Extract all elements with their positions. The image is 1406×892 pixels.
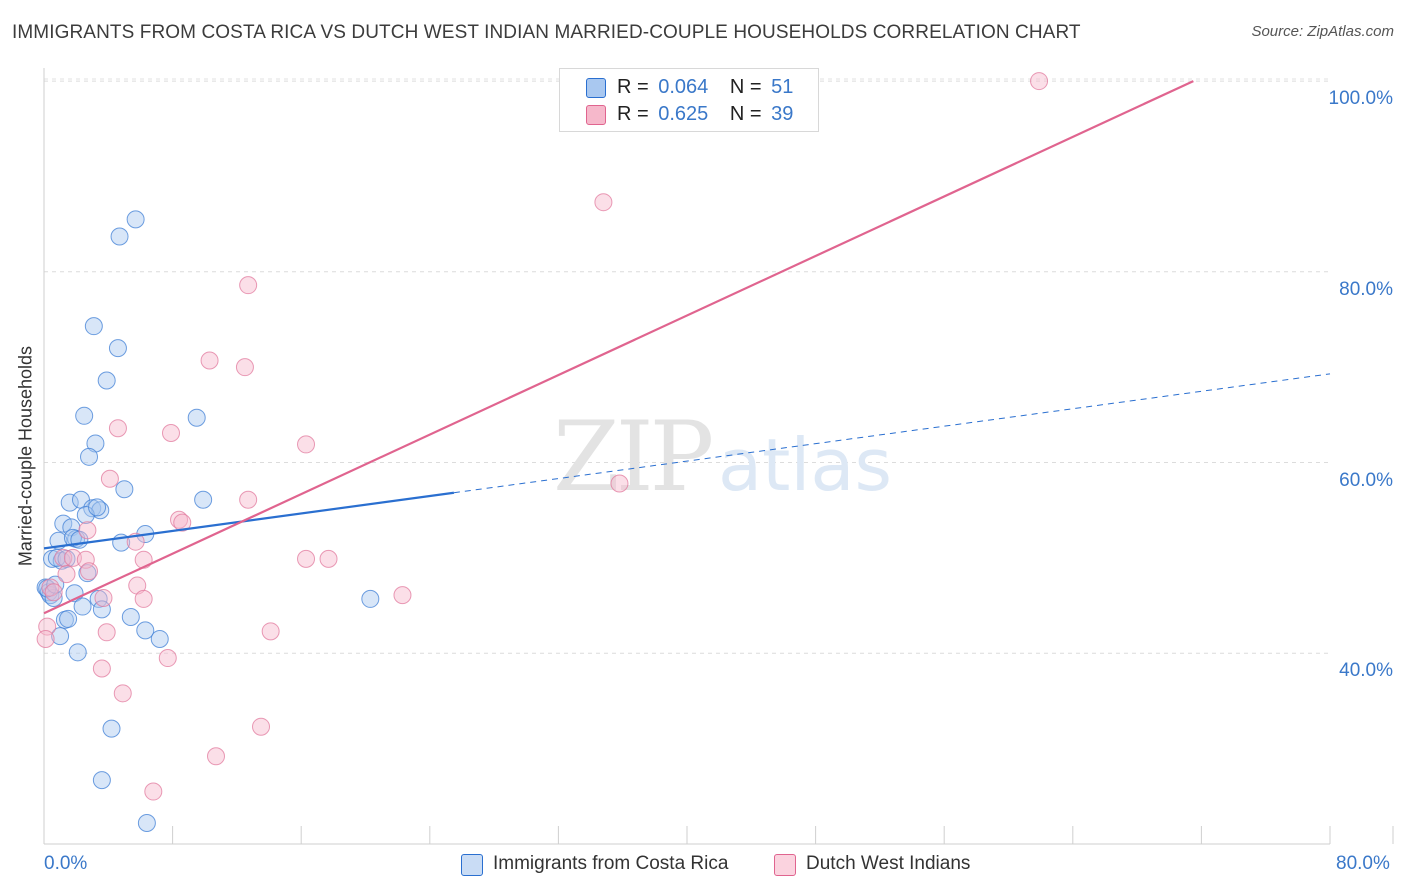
point-dutch-west-indian-21 [80,562,99,581]
point-dutch-west-indian-25 [393,586,412,605]
legend-n-value-pink: 39 [771,103,794,125]
point-dutch-west-indian-35 [113,684,132,703]
point-dutch-west-indian-22 [57,565,76,584]
point-costa-rica-21 [63,528,82,547]
y-tick-label-60: 60.0% [1339,469,1393,491]
point-dutch-west-indian-10 [239,490,258,509]
series-swatch-blue [461,854,483,876]
point-dutch-west-indian-0 [1030,72,1049,91]
y-tick-label-80: 80.0% [1339,278,1393,300]
point-costa-rica-44 [102,719,121,738]
point-dutch-west-indian-7 [297,435,316,454]
point-costa-rica-5 [75,406,94,425]
source-credit: Source: ZipAtlas.com [1251,23,1394,40]
point-costa-rica-40 [51,627,70,646]
point-costa-rica-42 [68,643,87,662]
point-dutch-west-indian-38 [144,782,163,801]
legend-swatch-pink [586,105,606,125]
legend-r-label: R = [617,76,649,98]
y-axis-label: Married-couple Households [15,345,36,567]
point-dutch-west-indian-33 [158,649,177,668]
point-costa-rica-37 [121,608,140,627]
legend-n-label: N = [729,76,762,98]
point-dutch-west-indian-34 [92,659,111,678]
point-dutch-west-indian-19 [297,549,316,568]
point-costa-rica-39 [136,621,155,640]
point-dutch-west-indian-2 [239,276,258,295]
point-dutch-west-indian-32 [36,629,55,648]
point-costa-rica-0 [126,210,145,229]
x-tick-label-min: 0.0% [44,853,88,874]
point-costa-rica-6 [187,408,206,427]
series-swatch-pink [774,854,796,876]
point-dutch-west-indian-24 [41,578,60,597]
points-layer [36,72,1049,833]
point-costa-rica-50 [88,498,107,517]
point-dutch-west-indian-30 [97,623,116,642]
point-costa-rica-8 [80,447,99,466]
point-dutch-west-indian-11 [170,510,189,529]
watermark: ZIP atlas [553,401,892,513]
point-dutch-west-indian-18 [134,550,153,569]
point-dutch-west-indian-13 [78,521,97,540]
point-costa-rica-11 [60,493,79,512]
trendline-costa-rica-solid [43,491,455,550]
point-dutch-west-indian-3 [200,351,219,370]
legend-n-label: N = [729,103,762,125]
point-costa-rica-35 [361,589,380,608]
chart-title: IMMIGRANTS FROM COSTA RICA VS DUTCH WEST… [12,22,1081,43]
point-costa-rica-41 [150,629,169,648]
point-dutch-west-indian-27 [134,589,153,608]
correlation-legend: R = 0.064 N = 51 R = 0.625 N = 39 [559,68,819,132]
trendline-costa-rica-dashed [453,373,1331,494]
point-costa-rica-25 [47,548,66,567]
axis-layer [43,68,1394,845]
point-dutch-west-indian-36 [252,717,271,736]
point-costa-rica-1 [110,227,129,246]
point-costa-rica-14 [91,501,110,520]
point-costa-rica-47 [46,575,65,594]
watermark-atlas: atlas [718,423,892,507]
point-costa-rica-2 [84,317,103,336]
point-dutch-west-indian-5 [108,419,127,438]
x-tick-label-max: 80.0% [1336,853,1390,874]
watermark-zip: ZIP [553,401,712,513]
y-tick-label-100: 100.0% [1328,88,1393,110]
point-costa-rica-9 [115,480,134,499]
point-dutch-west-indian-4 [235,358,254,377]
point-costa-rica-3 [108,339,127,358]
point-costa-rica-31 [44,588,63,607]
point-dutch-west-indian-8 [100,469,119,488]
legend-r-label: R = [617,103,649,125]
point-dutch-west-indian-37 [207,747,226,766]
trendline-dutch-west-indians [43,80,1194,615]
trend-layer [43,80,1331,615]
point-dutch-west-indian-26 [94,588,113,607]
y-tick-label-40: 40.0% [1339,660,1393,682]
point-dutch-west-indian-20 [319,549,338,568]
point-costa-rica-10 [194,490,213,509]
point-dutch-west-indian-12 [173,513,192,532]
point-costa-rica-33 [73,597,92,616]
point-costa-rica-4 [97,371,116,390]
point-dutch-west-indian-6 [161,423,180,442]
point-dutch-west-indian-28 [44,583,63,602]
legend-swatch-blue [586,78,606,98]
point-dutch-west-indian-29 [261,622,280,641]
point-costa-rica-46 [137,814,156,833]
point-dutch-west-indian-1 [594,193,613,212]
legend-r-value-blue: 0.064 [658,76,709,98]
series-label-dutch-west-indians: Dutch West Indians [806,853,971,874]
point-costa-rica-38 [59,609,78,628]
point-dutch-west-indian-17 [76,550,95,569]
legend-r-value-pink: 0.625 [658,103,709,125]
series-label-costa-rica: Immigrants from Costa Rica [493,853,729,874]
point-costa-rica-45 [92,771,111,790]
point-dutch-west-indian-9 [610,474,629,493]
point-costa-rica-34 [92,600,111,619]
legend-n-value-blue: 51 [771,76,794,98]
